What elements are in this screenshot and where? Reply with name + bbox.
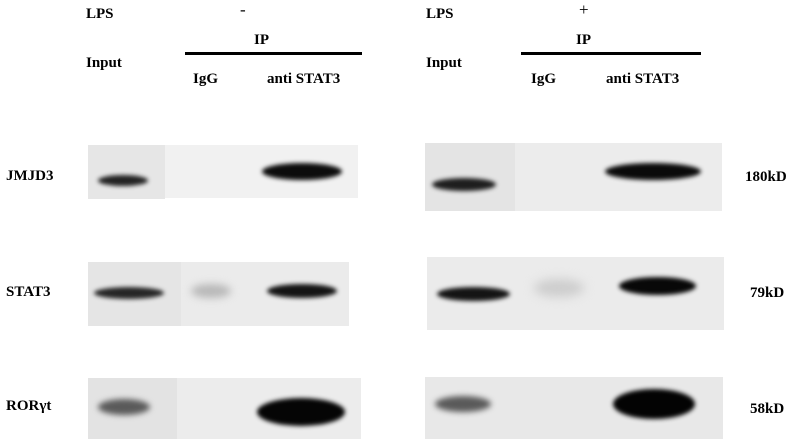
size-label-rorgt: 58kD [750,401,785,417]
band [262,163,342,180]
size-label-stat3: 79kD [750,285,785,301]
blot-ip-rorgt-left [177,378,361,439]
lps-label-left: LPS [86,6,114,22]
band [257,398,345,426]
blot-input-rorgt-left [88,378,177,439]
band [98,175,148,186]
band [619,277,696,295]
input-label-left: Input [86,55,122,71]
row-label-jmjd3: JMJD3 [6,168,54,184]
blot-stat3-right [427,257,724,330]
blot-ip-jmjd3-left [165,145,358,198]
ip-bar-right [521,52,701,55]
band [437,287,510,301]
band [432,178,496,191]
anti-stat3-label-right: anti STAT3 [606,71,680,87]
igg-label-left: IgG [193,71,219,87]
band [94,287,164,299]
blot-ip-stat3-left [181,262,349,326]
band [534,279,584,297]
row-label-stat3: STAT3 [6,284,51,300]
band [98,399,150,415]
blot-jmjd3-right [425,143,722,211]
band [605,163,701,180]
band [435,396,491,412]
band [613,389,695,419]
band [191,284,231,298]
igg-label-right: IgG [531,71,557,87]
anti-stat3-label-left: anti STAT3 [267,71,341,87]
lps-label-right: LPS [426,6,454,22]
ip-label-left: IP [254,32,269,48]
band [267,284,337,298]
blot-input-jmjd3-left [88,145,165,199]
lps-sign-left: - [240,0,246,19]
input-label-right: Input [426,55,462,71]
ip-label-right: IP [576,32,591,48]
lps-sign-right: + [579,0,589,19]
size-label-jmjd3: 180kD [745,169,787,185]
blot-rorgt-right [425,377,723,439]
row-label-rorgt: RORγt [6,398,52,414]
ip-bar-left [185,52,362,55]
blot-input-stat3-left [88,262,181,326]
